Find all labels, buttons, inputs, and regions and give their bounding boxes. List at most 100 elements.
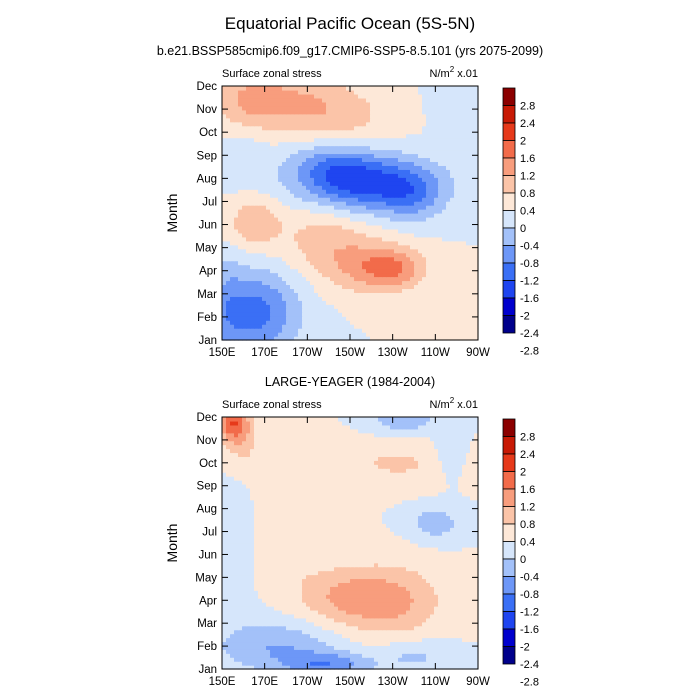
heatmap-cell: [418, 260, 423, 266]
heatmap-cell: [474, 149, 479, 155]
heatmap-cell: [234, 256, 239, 262]
heatmap-cell: [358, 220, 363, 226]
heatmap-cell: [470, 197, 475, 202]
heatmap-cell: [222, 220, 227, 226]
heatmap-cell: [350, 201, 355, 206]
heatmap-cell: [230, 185, 235, 190]
heatmap-cell: [298, 181, 303, 186]
heatmap-cell: [442, 641, 447, 646]
heatmap-cell: [374, 633, 379, 639]
heatmap-cell: [402, 216, 407, 222]
heatmap-cell: [302, 121, 307, 127]
heatmap-cell: [318, 268, 323, 274]
heatmap-cell: [278, 105, 283, 111]
heatmap-cell: [294, 125, 299, 131]
heatmap-cell: [298, 260, 303, 266]
heatmap-cell: [222, 185, 227, 190]
heatmap-cell: [278, 125, 283, 131]
colorbar-label: -2.8: [520, 346, 539, 358]
heatmap-cell: [434, 268, 439, 274]
heatmap-cell: [274, 244, 279, 250]
heatmap-cell: [338, 125, 343, 131]
heatmap-cell: [382, 177, 387, 182]
heatmap-cell: [366, 224, 371, 230]
heatmap-cell: [238, 292, 243, 297]
heatmap-cell: [254, 316, 259, 321]
heatmap-cell: [462, 201, 467, 206]
heatmap-cell: [430, 117, 435, 123]
heatmap-cell: [422, 296, 427, 301]
heatmap-cell: [286, 240, 291, 246]
heatmap-cell: [290, 141, 295, 147]
heatmap-cell: [322, 185, 327, 190]
heatmap-cell: [362, 121, 367, 127]
heatmap-cell: [338, 649, 343, 654]
heatmap-cell: [470, 117, 475, 123]
heatmap-cell: [378, 109, 383, 115]
heatmap-cell: [262, 89, 267, 95]
heatmap-cell: [338, 145, 343, 151]
heatmap-cell: [266, 657, 271, 662]
heatmap-cell: [246, 137, 251, 143]
heatmap-cell: [414, 101, 419, 107]
heatmap-cell: [414, 264, 419, 270]
heatmap-cell: [398, 280, 403, 286]
heatmap-cell: [318, 621, 323, 627]
heatmap-cell: [338, 316, 343, 321]
heatmap-cell: [434, 193, 439, 198]
heatmap-cell: [434, 93, 439, 99]
heatmap-cell: [278, 137, 283, 143]
heatmap-cell: [446, 637, 451, 643]
heatmap-cell: [374, 141, 379, 147]
heatmap-cell: [314, 621, 319, 627]
heatmap-cell: [242, 181, 247, 186]
heatmap-cell: [410, 276, 415, 282]
heatmap-cell: [442, 201, 447, 206]
heatmap-cell: [390, 205, 395, 210]
heatmap-cell: [382, 284, 387, 290]
heatmap-cell: [474, 292, 479, 297]
heatmap-cell: [442, 324, 447, 329]
heatmap-cell: [438, 260, 443, 266]
heatmap-cell: [346, 248, 351, 254]
heatmap-cell: [278, 213, 283, 218]
heatmap-cell: [426, 336, 431, 341]
heatmap-cell: [434, 121, 439, 127]
heatmap-cell: [262, 308, 267, 313]
heatmap-cell: [410, 244, 415, 250]
heatmap-cell: [294, 328, 299, 333]
heatmap-cell: [306, 296, 311, 301]
heatmap-cell: [390, 89, 395, 95]
heatmap-cell: [346, 280, 351, 286]
heatmap-cell: [362, 284, 367, 290]
heatmap-cell: [318, 220, 323, 226]
heatmap-cell: [322, 121, 327, 127]
heatmap-cell: [322, 665, 327, 670]
colorbar-label: 0: [520, 223, 526, 235]
heatmap-cell: [306, 280, 311, 286]
heatmap-cell: [338, 133, 343, 139]
heatmap-cell: [430, 121, 435, 127]
heatmap-cell: [230, 256, 235, 262]
heatmap-cell: [450, 300, 455, 305]
heatmap-cell: [226, 201, 231, 206]
heatmap-cell: [326, 276, 331, 282]
heatmap-cell: [286, 653, 291, 658]
heatmap-cell: [390, 300, 395, 305]
heatmap-cell: [374, 296, 379, 301]
heatmap-cell: [266, 109, 271, 115]
heatmap-cell: [258, 220, 263, 226]
heatmap-cell: [310, 324, 315, 329]
heatmap-cell: [406, 181, 411, 186]
heatmap-cell: [298, 268, 303, 274]
heatmap-cell: [222, 169, 227, 174]
heatmap-cell: [234, 621, 239, 627]
heatmap-cell: [290, 177, 295, 182]
heatmap-cell: [286, 216, 291, 222]
heatmap-cell: [414, 213, 419, 218]
heatmap-cell: [454, 252, 459, 258]
heatmap-cell: [326, 86, 331, 91]
heatmap-cell: [302, 165, 307, 170]
heatmap-cell: [290, 161, 295, 166]
heatmap-cell: [458, 256, 463, 262]
